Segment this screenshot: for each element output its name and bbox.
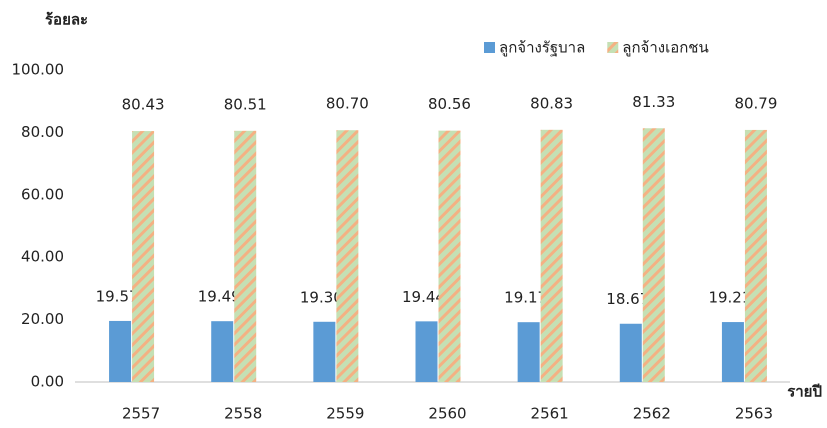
- data-label: 80.43: [122, 96, 165, 114]
- x-tick-label: 2558: [224, 405, 262, 423]
- y-tick-label: 0.00: [31, 373, 64, 391]
- bar: [619, 323, 642, 382]
- data-label: 19.30: [300, 288, 343, 306]
- bar: [132, 131, 155, 382]
- x-tick-label: 2562: [633, 405, 671, 423]
- data-label: 80.79: [734, 94, 777, 112]
- data-label: 19.57: [96, 287, 139, 305]
- y-tick-label: 20.00: [21, 310, 64, 328]
- data-label: 19.21: [708, 289, 751, 307]
- data-label: 80.70: [326, 95, 369, 113]
- bar: [642, 128, 665, 382]
- legend-swatch: [484, 42, 495, 53]
- bar: [540, 129, 563, 382]
- x-tick-label: 2559: [326, 405, 364, 423]
- y-axis-label: ร้อยละ: [45, 11, 88, 29]
- data-label: 18.67: [606, 290, 649, 308]
- bar: [721, 322, 744, 382]
- bar: [211, 321, 234, 382]
- x-tick-label: 2560: [428, 405, 466, 423]
- data-label: 19.44: [402, 288, 445, 306]
- y-tick-label: 60.00: [21, 185, 64, 203]
- data-label: 19.17: [504, 289, 547, 307]
- y-tick-label: 40.00: [21, 248, 64, 266]
- legend-label: ลูกจ้างรัฐบาล: [499, 39, 585, 57]
- data-label: 80.51: [224, 95, 267, 113]
- bar: [234, 130, 257, 382]
- bar: [415, 321, 438, 382]
- legend-swatch: [607, 42, 619, 53]
- x-axis-label: รายปี: [787, 383, 822, 401]
- y-tick-label: 100.00: [12, 61, 65, 79]
- data-label: 80.56: [428, 95, 471, 113]
- data-label: 19.49: [198, 288, 241, 306]
- x-tick-label: 2561: [531, 405, 569, 423]
- bar: [336, 130, 359, 382]
- bar: [109, 320, 132, 382]
- bar: [744, 129, 767, 382]
- bar: [438, 130, 461, 382]
- y-tick-label: 80.00: [21, 123, 64, 141]
- data-label: 80.83: [530, 94, 573, 112]
- x-tick-label: 2563: [735, 405, 773, 423]
- legend-label: ลูกจ้างเอกชน: [622, 39, 708, 57]
- x-tick-label: 2557: [122, 405, 160, 423]
- bar: [517, 322, 540, 382]
- bar: [313, 321, 336, 382]
- data-label: 81.33: [632, 93, 675, 111]
